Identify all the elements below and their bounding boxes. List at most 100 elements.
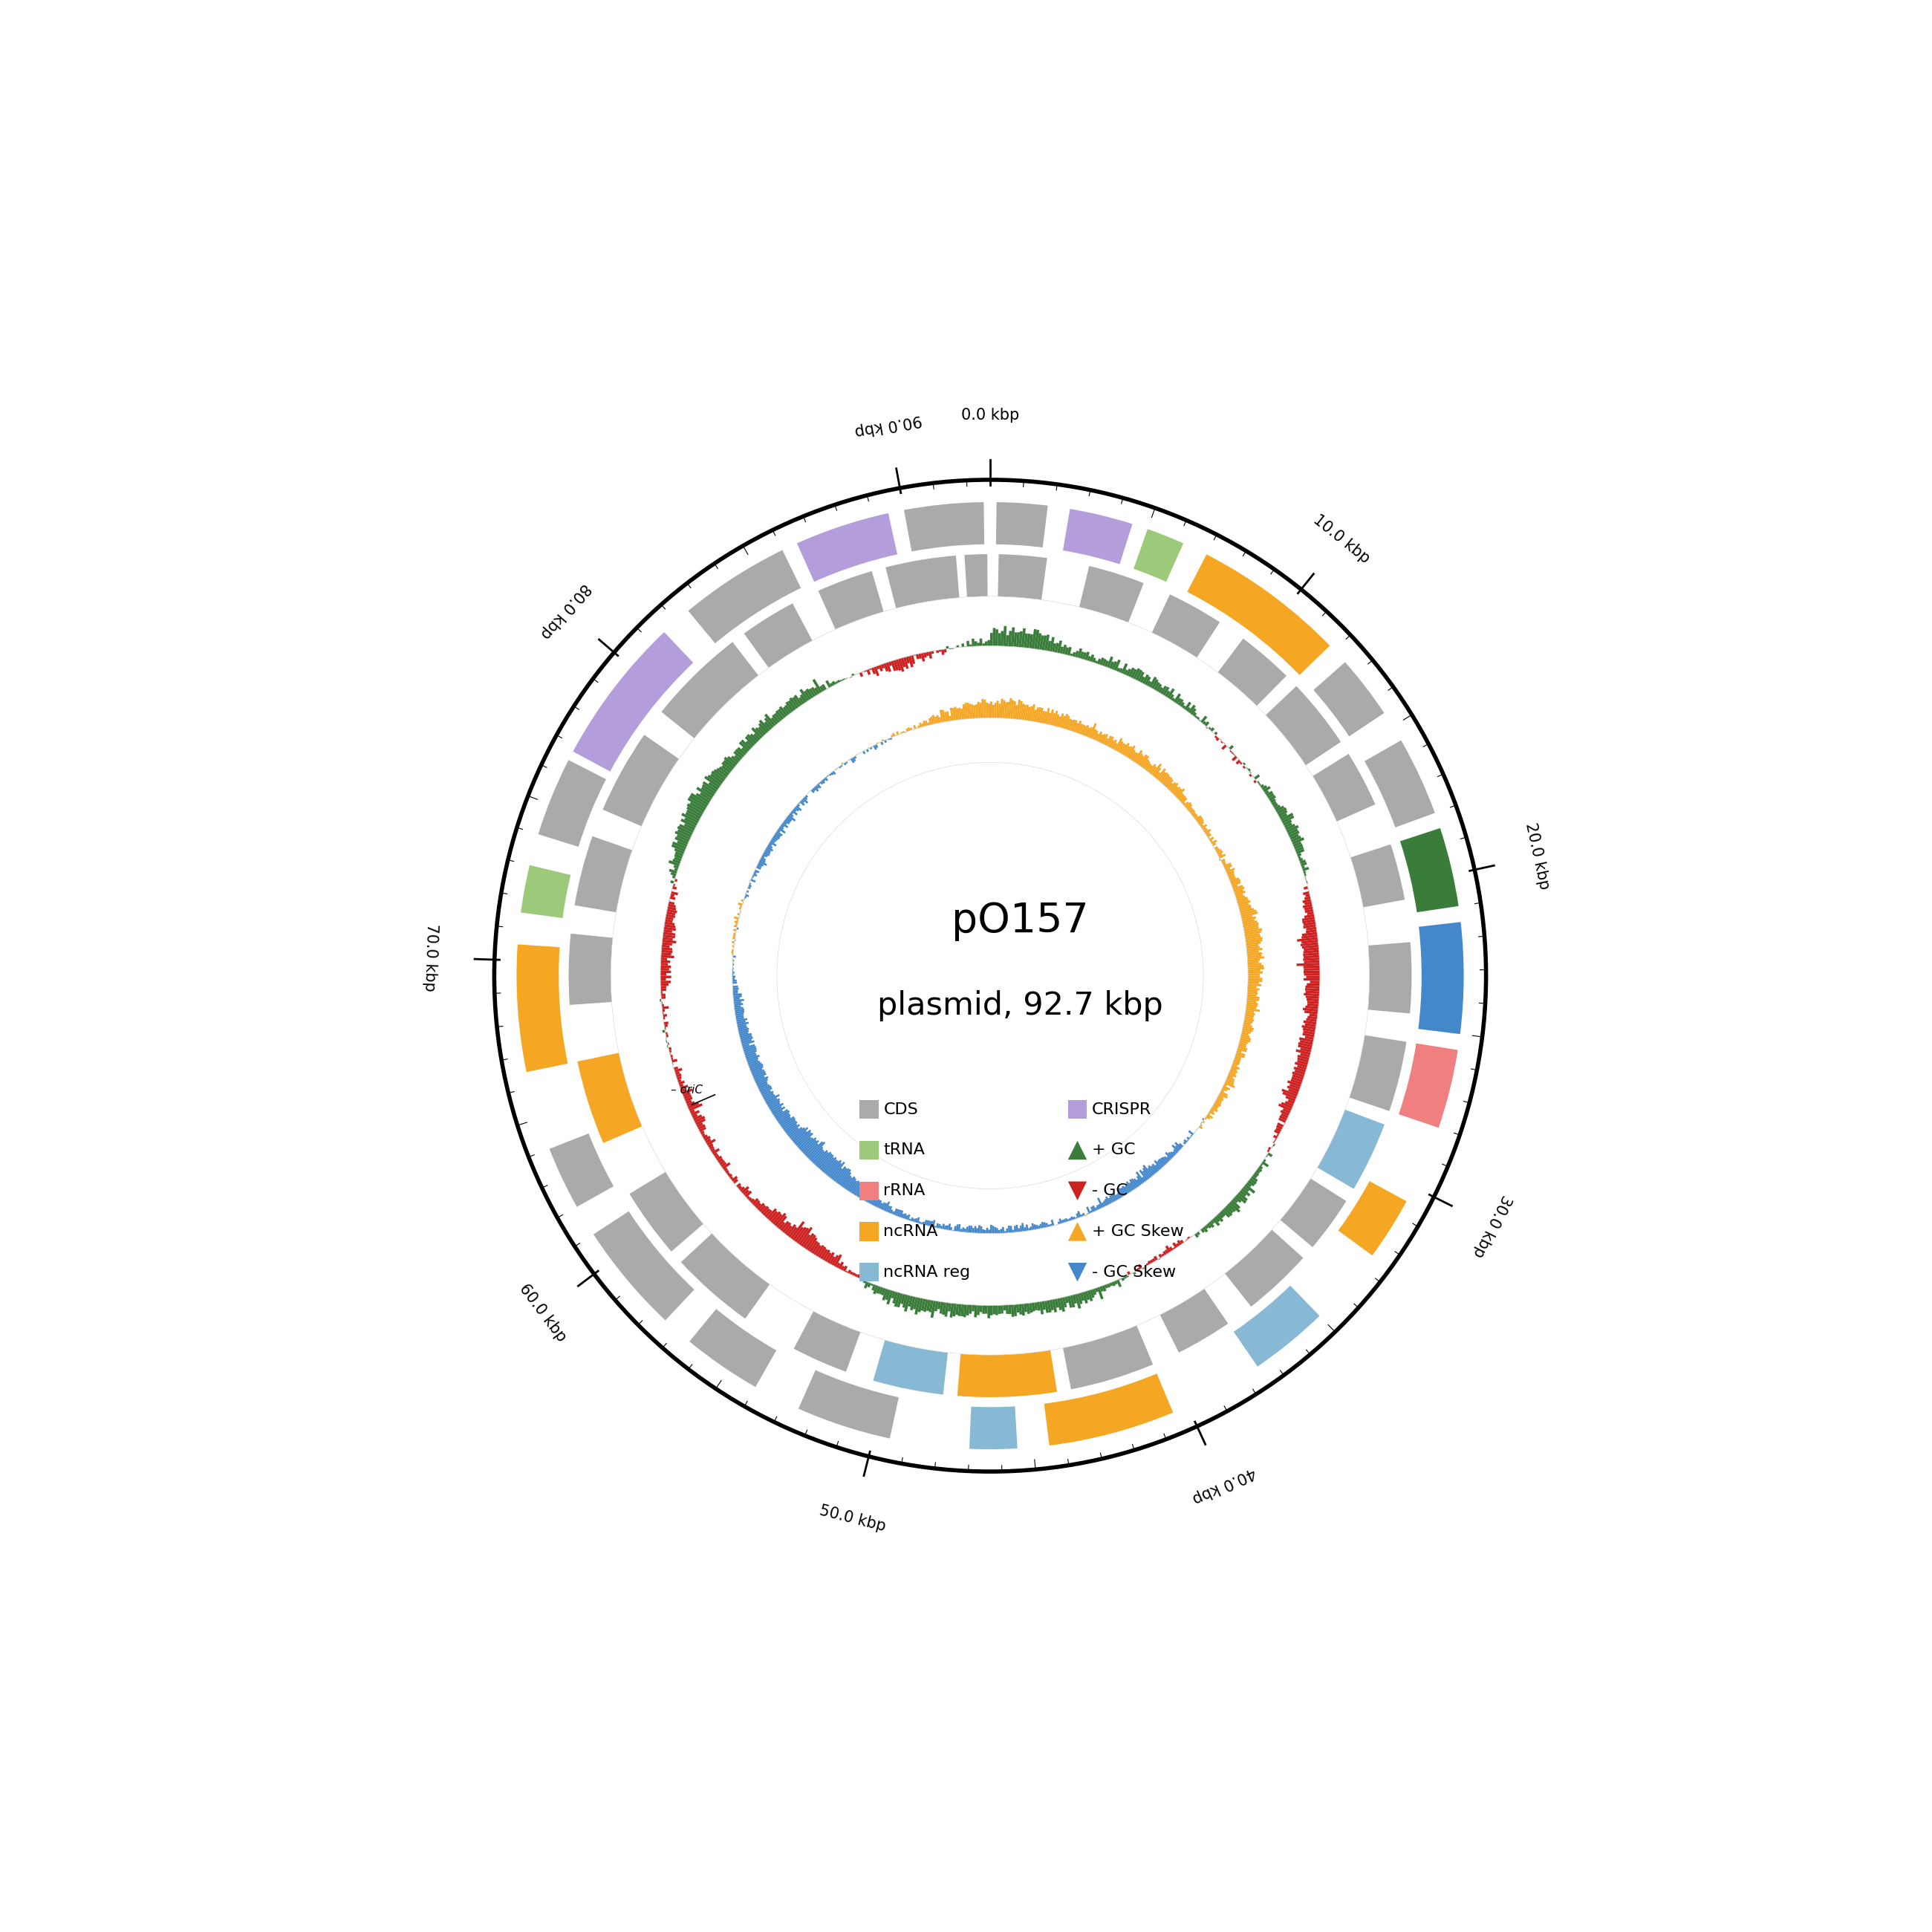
Wedge shape (1233, 885, 1238, 889)
Wedge shape (927, 1221, 931, 1227)
Wedge shape (1180, 798, 1188, 804)
Wedge shape (1213, 846, 1219, 850)
Wedge shape (840, 1173, 852, 1186)
Wedge shape (738, 906, 742, 910)
Wedge shape (815, 1151, 829, 1167)
Wedge shape (1213, 1101, 1221, 1107)
Wedge shape (761, 856, 765, 862)
Wedge shape (1279, 1117, 1287, 1122)
Wedge shape (1281, 813, 1293, 821)
Wedge shape (1215, 848, 1221, 854)
Wedge shape (939, 709, 945, 723)
Wedge shape (732, 985, 738, 987)
Wedge shape (1304, 951, 1320, 954)
Wedge shape (827, 1252, 835, 1264)
Wedge shape (1080, 651, 1084, 659)
Wedge shape (1186, 1140, 1188, 1142)
Wedge shape (715, 1155, 719, 1159)
Wedge shape (1246, 1009, 1260, 1012)
Wedge shape (1267, 794, 1275, 800)
Wedge shape (1194, 715, 1198, 719)
Wedge shape (773, 837, 779, 840)
Wedge shape (866, 668, 871, 674)
Wedge shape (686, 1099, 692, 1105)
Wedge shape (1001, 1229, 1003, 1233)
Wedge shape (937, 1223, 941, 1229)
Wedge shape (800, 1138, 813, 1151)
Wedge shape (1066, 1219, 1070, 1221)
Wedge shape (873, 746, 877, 750)
Wedge shape (688, 1101, 699, 1109)
Wedge shape (1229, 1072, 1236, 1078)
Wedge shape (1229, 746, 1235, 750)
Wedge shape (672, 887, 676, 891)
Wedge shape (686, 806, 703, 817)
Wedge shape (1260, 1163, 1264, 1167)
Wedge shape (916, 1217, 920, 1223)
Wedge shape (771, 838, 775, 842)
Wedge shape (786, 701, 794, 713)
Wedge shape (970, 1225, 972, 1233)
Wedge shape (1049, 1223, 1053, 1227)
Wedge shape (844, 1177, 856, 1190)
Wedge shape (701, 784, 717, 794)
Wedge shape (736, 1012, 744, 1016)
Wedge shape (1066, 719, 1072, 730)
Wedge shape (908, 1296, 914, 1306)
Wedge shape (661, 960, 670, 962)
Wedge shape (665, 923, 676, 927)
Wedge shape (777, 1113, 790, 1122)
Wedge shape (885, 740, 887, 744)
Wedge shape (840, 1265, 844, 1271)
Wedge shape (1018, 632, 1022, 647)
Wedge shape (1142, 674, 1150, 684)
Wedge shape (1063, 508, 1132, 564)
Wedge shape (1306, 995, 1320, 999)
Wedge shape (906, 1213, 910, 1221)
Wedge shape (668, 860, 680, 866)
Wedge shape (1308, 1001, 1320, 1005)
Wedge shape (1250, 1179, 1258, 1184)
Wedge shape (782, 707, 790, 715)
Wedge shape (1037, 1225, 1041, 1229)
Wedge shape (904, 502, 983, 551)
Wedge shape (854, 1182, 864, 1196)
Wedge shape (916, 653, 920, 659)
Wedge shape (974, 641, 978, 647)
Wedge shape (1055, 715, 1059, 726)
Wedge shape (811, 678, 823, 694)
Wedge shape (993, 1306, 995, 1314)
Wedge shape (1179, 794, 1184, 800)
Wedge shape (1225, 864, 1233, 869)
Wedge shape (1246, 949, 1262, 951)
Wedge shape (1291, 1078, 1302, 1086)
Wedge shape (838, 1262, 844, 1269)
Wedge shape (1279, 1115, 1287, 1121)
Wedge shape (1298, 858, 1302, 862)
Wedge shape (995, 1306, 999, 1316)
Wedge shape (1117, 1188, 1122, 1198)
Wedge shape (668, 1047, 672, 1051)
Wedge shape (1022, 628, 1026, 647)
Wedge shape (1260, 784, 1264, 788)
Wedge shape (784, 705, 792, 713)
Wedge shape (1159, 1254, 1163, 1258)
Wedge shape (730, 1177, 738, 1182)
Wedge shape (1225, 1080, 1235, 1086)
Wedge shape (883, 1289, 889, 1300)
Wedge shape (1248, 960, 1260, 964)
Wedge shape (817, 1153, 833, 1169)
Wedge shape (1277, 1122, 1285, 1128)
Wedge shape (1121, 1277, 1124, 1281)
Wedge shape (1206, 726, 1208, 728)
Wedge shape (893, 659, 898, 670)
Wedge shape (1209, 1109, 1215, 1113)
Wedge shape (1039, 636, 1043, 649)
Wedge shape (784, 817, 790, 823)
Wedge shape (1235, 1055, 1240, 1059)
Wedge shape (665, 1032, 668, 1036)
Wedge shape (1298, 1041, 1312, 1047)
Wedge shape (970, 645, 972, 647)
Wedge shape (929, 651, 931, 659)
Wedge shape (900, 1294, 906, 1304)
